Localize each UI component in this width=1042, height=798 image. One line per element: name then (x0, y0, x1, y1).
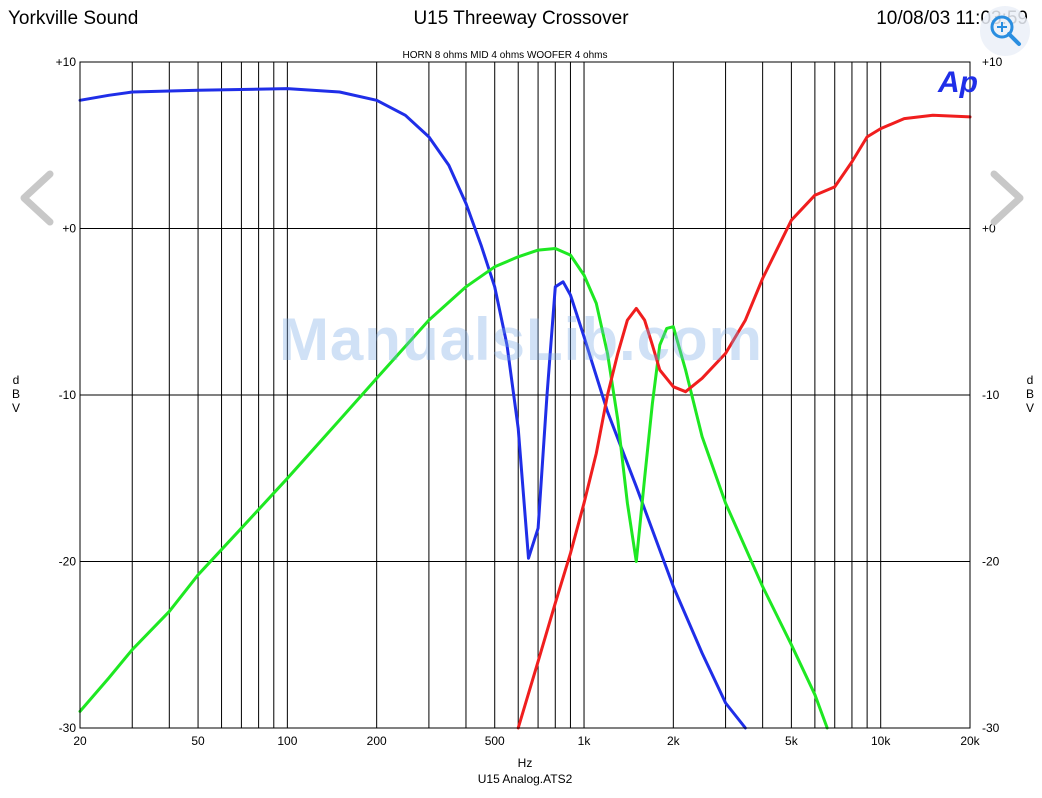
x-tick-label: 5k (785, 734, 799, 748)
x-axis-label: Hz (518, 756, 533, 770)
previous-page-chevron-icon[interactable] (16, 168, 60, 228)
chart-subtitle: HORN 8 ohms MID 4 ohms WOOFER 4 ohms (402, 50, 607, 61)
y-axis-label-right: B (1026, 387, 1034, 401)
grid-lines (80, 61, 970, 729)
series-line-1 (78, 87, 747, 730)
tick-labels: 20 50 100 200 500 1k 2k 5k 10k 20k+10 +10+0 +0-10 -1… (56, 55, 1003, 748)
y-tick-label-left: +0 (62, 222, 76, 236)
y-axis-label-left: V (12, 401, 20, 415)
y-tick-label-right: +10 (982, 55, 1003, 69)
y-axis-label-left: d (13, 373, 20, 387)
x-tick-label: 20k (960, 734, 980, 748)
y-tick-label-left: -20 (59, 555, 77, 569)
x-tick-label: 200 (367, 734, 387, 748)
y-tick-label-right: -20 (982, 555, 1000, 569)
next-page-chevron-icon[interactable] (984, 168, 1028, 228)
x-tick-label: 100 (277, 734, 297, 748)
y-tick-label-right: -10 (982, 388, 1000, 402)
zoom-button[interactable] (980, 6, 1030, 56)
chart-footer: U15 Analog.ATS2 (478, 772, 573, 786)
ap-logo: Ap (937, 66, 978, 99)
magnifier-icon (990, 15, 1021, 46)
series-layer (78, 87, 972, 730)
x-tick-label: 2k (667, 734, 681, 748)
y-axis-label-right: d (1027, 373, 1034, 387)
y-tick-label-left: -30 (59, 721, 77, 735)
x-tick-label: 1k (578, 734, 592, 748)
plot-frame (79, 61, 971, 729)
y-tick-label-left: -10 (59, 388, 77, 402)
x-tick-label: 20 (73, 734, 87, 748)
y-axis-label-left: B (12, 387, 20, 401)
x-tick-label: 50 (191, 734, 205, 748)
series-line-2 (78, 247, 829, 730)
y-tick-label-right: -30 (982, 721, 1000, 735)
y-tick-label-left: +10 (56, 55, 77, 69)
chart-title: U15 Threeway Crossover (413, 8, 629, 29)
header-left-text: Yorkville Sound (8, 8, 139, 29)
series-line-3 (516, 113, 972, 730)
x-tick-label: 500 (485, 734, 505, 748)
x-tick-label: 10k (871, 734, 891, 748)
y-axis-label-right: V (1026, 401, 1034, 415)
